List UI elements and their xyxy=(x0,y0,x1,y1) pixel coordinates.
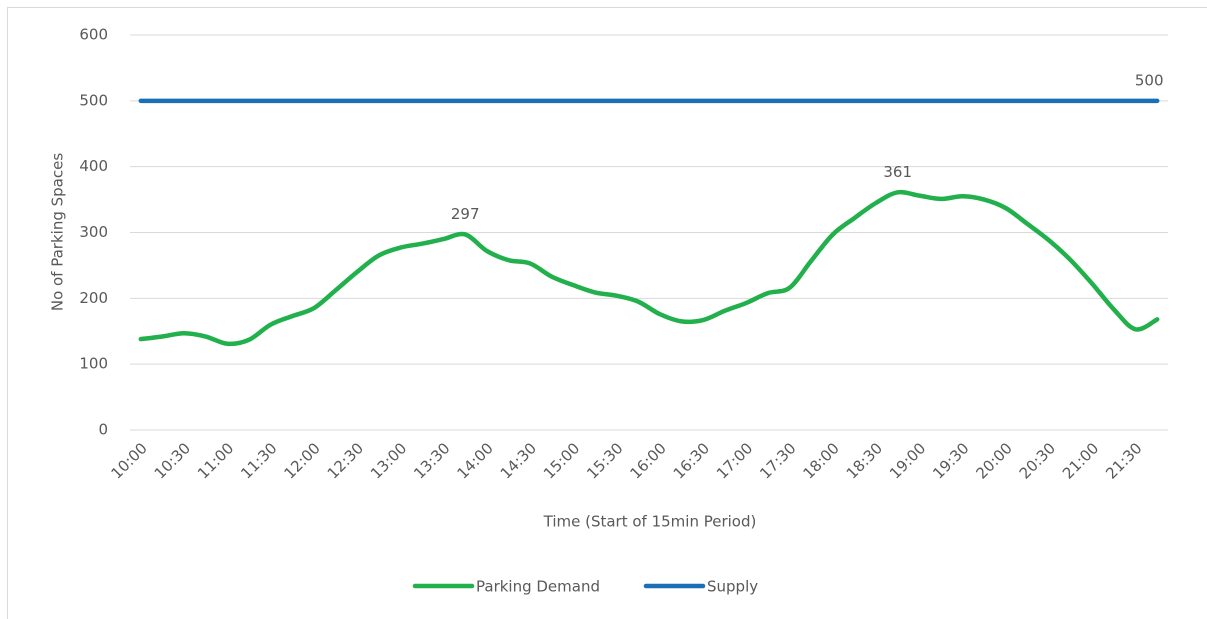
legend-label: Parking Demand xyxy=(476,578,600,596)
x-tick-label: 15:00 xyxy=(540,439,583,482)
y-tick-label: 200 xyxy=(79,289,108,307)
y-tick-label: 500 xyxy=(79,91,108,109)
x-tick-label: 20:00 xyxy=(973,439,1016,482)
x-tick-label: 18:00 xyxy=(800,439,843,482)
y-tick-label: 300 xyxy=(79,223,108,241)
legend-label: Supply xyxy=(707,578,758,596)
x-tick-label: 11:30 xyxy=(237,439,280,482)
data-line xyxy=(138,189,1160,347)
y-tick-label: 600 xyxy=(79,26,108,44)
x-tick-label: 10:00 xyxy=(108,439,151,482)
x-tick-label: 15:30 xyxy=(583,439,626,482)
x-tick-label: 13:00 xyxy=(367,439,410,482)
y-axis-title: No of Parking Spaces xyxy=(49,153,67,311)
x-tick-label: 17:30 xyxy=(756,439,799,482)
x-tick-label: 21:30 xyxy=(1102,439,1145,482)
x-tick-label: 19:30 xyxy=(929,439,972,482)
y-tick-label: 0 xyxy=(98,421,108,439)
x-tick-label: 20:30 xyxy=(1016,439,1059,482)
x-tick-label: 16:00 xyxy=(627,439,670,482)
x-tick-label: 14:30 xyxy=(497,439,540,482)
y-tick-label: 400 xyxy=(79,157,108,175)
x-tick-label: 16:30 xyxy=(670,439,713,482)
data-label: 297 xyxy=(451,205,480,223)
data-label: 500 xyxy=(1135,71,1164,89)
chart-border xyxy=(7,7,1207,619)
x-tick-label: 18:30 xyxy=(843,439,886,482)
x-tick-label: 13:30 xyxy=(410,439,453,482)
x-tick-label: 21:00 xyxy=(1059,439,1102,482)
x-tick-label: 14:00 xyxy=(454,439,497,482)
x-tick-label: 11:00 xyxy=(194,439,237,482)
data-label: 361 xyxy=(883,163,912,181)
x-tick-label: 10:30 xyxy=(151,439,194,482)
y-tick-label: 100 xyxy=(79,355,108,373)
x-tick-label: 19:00 xyxy=(886,439,929,482)
x-tick-label: 17:00 xyxy=(713,439,756,482)
x-tick-label: 12:30 xyxy=(324,439,367,482)
x-tick-label: 12:00 xyxy=(281,439,324,482)
x-axis-title: Time (Start of 15min Period) xyxy=(543,513,757,531)
